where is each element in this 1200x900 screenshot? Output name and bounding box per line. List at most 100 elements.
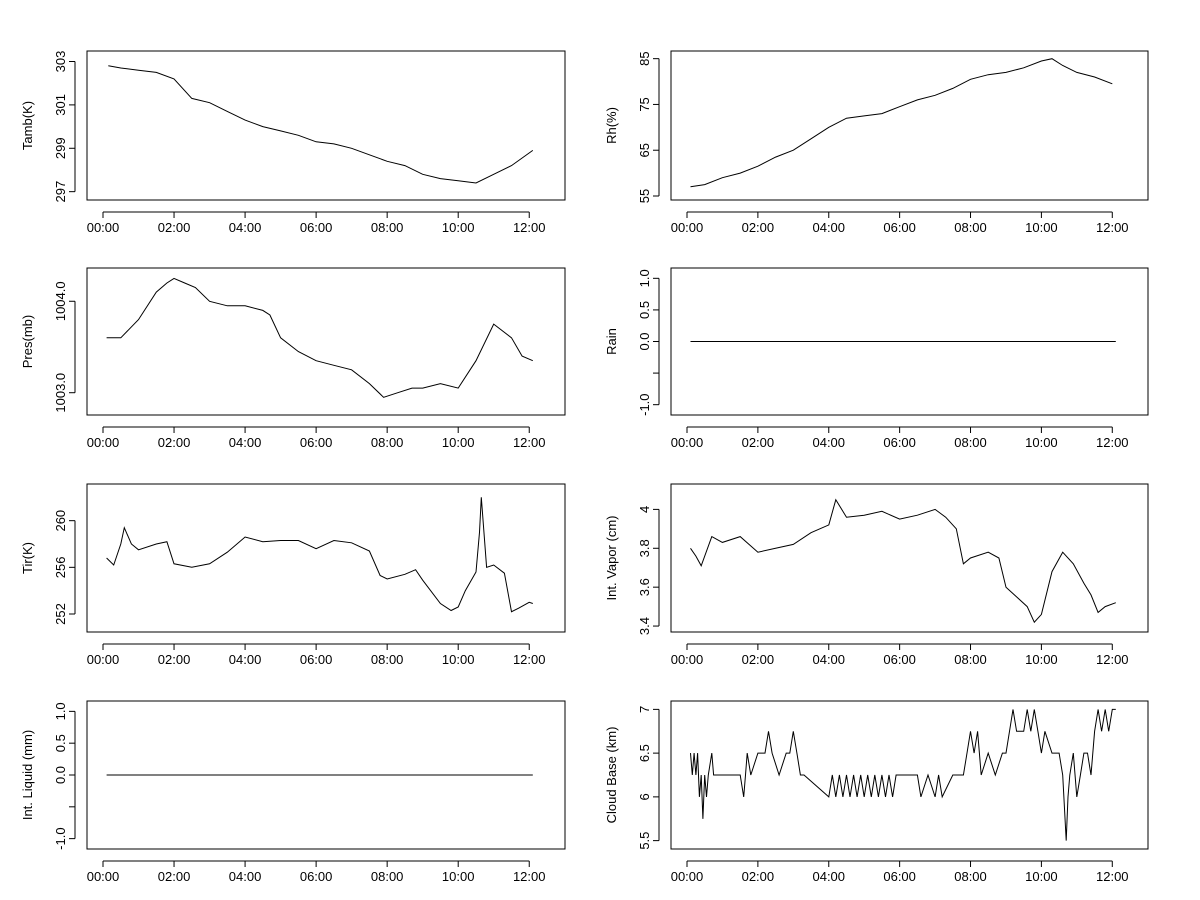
series-line <box>107 278 533 397</box>
y-axis-label: Tamb(K) <box>20 101 35 150</box>
y-tick-label: 6.5 <box>637 744 652 762</box>
x-tick-label: 10:00 <box>442 435 475 450</box>
x-tick-label: 12:00 <box>513 435 546 450</box>
y-tick-label: 260 <box>53 510 68 532</box>
x-tick-label: 12:00 <box>1096 652 1129 667</box>
y-tick-label: 297 <box>53 181 68 203</box>
x-tick-label: 06:00 <box>883 220 916 235</box>
x-tick-label: 00:00 <box>671 435 704 450</box>
x-tick-label: 00:00 <box>87 220 120 235</box>
x-tick-label: 00:00 <box>671 869 704 884</box>
x-tick-label: 04:00 <box>229 652 262 667</box>
y-tick-label: 303 <box>53 51 68 73</box>
x-tick-label: 04:00 <box>812 435 845 450</box>
y-tick-label: 1.0 <box>53 702 68 720</box>
y-tick-label: 3.6 <box>637 578 652 596</box>
y-tick-label: 3.8 <box>637 539 652 557</box>
x-tick-label: 08:00 <box>954 435 987 450</box>
x-tick-label: 06:00 <box>300 652 333 667</box>
y-tick-label: 6 <box>637 793 652 800</box>
y-tick-label: 5.5 <box>637 832 652 850</box>
panel-4: 00:00 02:00 04:00 06:00 08:00 10:00 12:00 252 25… <box>20 484 565 667</box>
y-axis-label: Int. Vapor (cm) <box>604 515 619 600</box>
x-tick-label: 10:00 <box>1025 435 1058 450</box>
y-axis-label: Tir(K) <box>20 542 35 574</box>
x-tick-label: 06:00 <box>300 435 333 450</box>
x-tick-label: 10:00 <box>442 869 475 884</box>
x-tick-label: 08:00 <box>954 652 987 667</box>
series-line <box>108 66 533 183</box>
x-tick-label: 08:00 <box>371 652 404 667</box>
x-tick-label: 12:00 <box>1096 220 1129 235</box>
y-tick-label: 0.5 <box>637 301 652 319</box>
y-tick-label: 0.0 <box>53 766 68 784</box>
plot-frame <box>671 51 1148 200</box>
y-axis-label: Rain <box>604 328 619 355</box>
panel-2: 00:00 02:00 04:00 06:00 08:00 10:00 12:001003.… <box>20 268 565 450</box>
x-tick-label: 12:00 <box>513 220 546 235</box>
x-tick-label: 06:00 <box>300 220 333 235</box>
y-tick-label: 55 <box>637 189 652 203</box>
x-tick-label: 10:00 <box>1025 869 1058 884</box>
y-tick-label: 299 <box>53 137 68 159</box>
x-tick-label: 02:00 <box>158 435 191 450</box>
x-tick-label: 00:00 <box>671 652 704 667</box>
y-tick-label: 256 <box>53 556 68 578</box>
x-tick-label: 10:00 <box>442 652 475 667</box>
x-tick-label: 12:00 <box>1096 869 1129 884</box>
y-tick-label: 75 <box>637 97 652 111</box>
series-line <box>107 497 533 611</box>
series-line <box>691 709 1116 840</box>
panel-3: 00:00 02:00 04:00 06:00 08:00 10:00 12:00-1.00… <box>604 268 1148 450</box>
y-tick-label: 0.0 <box>637 332 652 350</box>
panel-7: 00:00 02:00 04:00 06:00 08:00 10:00 12:00 5.5 6 6… <box>604 701 1148 884</box>
x-tick-label: 04:00 <box>812 869 845 884</box>
x-tick-label: 02:00 <box>158 652 191 667</box>
y-tick-label: -1.0 <box>637 393 652 415</box>
x-tick-label: 08:00 <box>371 435 404 450</box>
x-tick-label: 04:00 <box>812 652 845 667</box>
x-tick-label: 04:00 <box>812 220 845 235</box>
x-tick-label: 08:00 <box>954 220 987 235</box>
x-tick-label: 02:00 <box>742 869 775 884</box>
y-axis-label: Int. Liquid (mm) <box>20 730 35 820</box>
x-tick-label: 00:00 <box>87 869 120 884</box>
panel-0: 00:00 02:00 04:00 06:00 08:00 10:00 12:00 297 29… <box>20 51 565 235</box>
x-tick-label: 02:00 <box>158 220 191 235</box>
y-tick-label: 7 <box>637 706 652 713</box>
x-tick-label: 00:00 <box>671 220 704 235</box>
panel-5: 00:00 02:00 04:00 06:00 08:00 10:00 12:00 3.4 3.… <box>604 484 1148 667</box>
panel-6: 00:00 02:00 04:00 06:00 08:00 10:00 12:00 -1.0 0… <box>20 701 565 884</box>
series-line <box>691 500 1116 623</box>
panel-1: 00:00 02:00 04:00 06:00 08:00 10:00 12:00 55 65 7… <box>604 51 1148 235</box>
y-axis-label: Cloud Base (km) <box>604 727 619 824</box>
x-tick-label: 06:00 <box>883 435 916 450</box>
x-tick-label: 02:00 <box>742 220 775 235</box>
x-tick-label: 12:00 <box>513 652 546 667</box>
x-tick-label: 10:00 <box>442 220 475 235</box>
x-tick-label: 04:00 <box>229 869 262 884</box>
x-tick-label: 06:00 <box>300 869 333 884</box>
x-tick-label: 04:00 <box>229 435 262 450</box>
x-tick-label: 06:00 <box>883 652 916 667</box>
series-line <box>691 59 1113 187</box>
x-tick-label: 02:00 <box>742 652 775 667</box>
y-tick-label: 1004.0 <box>53 281 68 321</box>
y-tick-label: -1.0 <box>53 827 68 849</box>
x-tick-label: 08:00 <box>371 869 404 884</box>
y-tick-label: 85 <box>637 51 652 65</box>
y-tick-label: 0.5 <box>53 734 68 752</box>
x-tick-label: 06:00 <box>883 869 916 884</box>
x-tick-label: 10:00 <box>1025 220 1058 235</box>
x-tick-label: 08:00 <box>954 869 987 884</box>
y-tick-label: 1.0 <box>637 269 652 287</box>
y-tick-label: 1003.0 <box>53 373 68 413</box>
x-tick-label: 12:00 <box>513 869 546 884</box>
y-tick-label: 252 <box>53 603 68 625</box>
x-tick-label: 10:00 <box>1025 652 1058 667</box>
x-tick-label: 00:00 <box>87 652 120 667</box>
y-tick-label: 65 <box>637 143 652 157</box>
plot-frame <box>671 484 1148 632</box>
y-tick-label: 3.4 <box>637 617 652 635</box>
